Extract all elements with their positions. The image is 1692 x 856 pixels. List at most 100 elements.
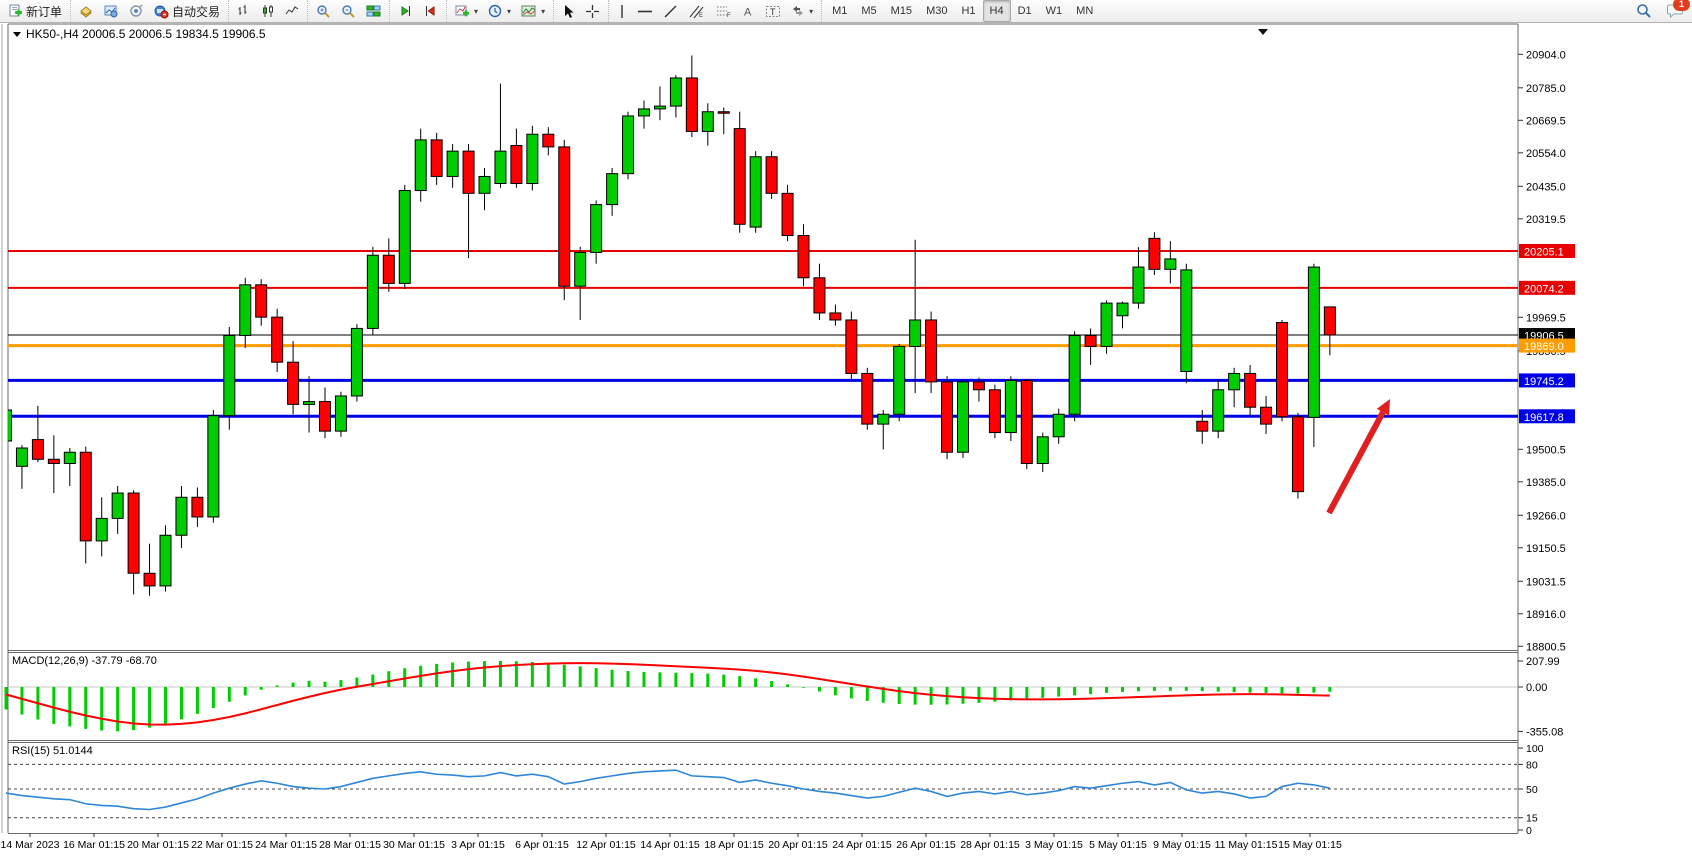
svg-text:12 Apr 01:15: 12 Apr 01:15 bbox=[576, 839, 636, 851]
zoom-in-button[interactable] bbox=[311, 0, 336, 22]
chart-shift-button[interactable] bbox=[418, 0, 443, 22]
svg-text:19745.2: 19745.2 bbox=[1524, 376, 1564, 388]
price-label-box: 19617.8 bbox=[1519, 409, 1575, 424]
periods-button[interactable]: ▾ bbox=[483, 0, 516, 22]
svg-text:22 Mar 01:15: 22 Mar 01:15 bbox=[191, 839, 253, 851]
tile-windows-icon bbox=[366, 4, 381, 19]
profile-icon bbox=[104, 4, 119, 19]
notification-badge: 1 bbox=[1673, 0, 1690, 11]
svg-text:0: 0 bbox=[1526, 825, 1532, 837]
timeframe-d1-button[interactable]: D1 bbox=[1017, 5, 1032, 17]
new-order-button[interactable]: 新订单 bbox=[3, 0, 67, 22]
svg-text:24 Apr 01:15: 24 Apr 01:15 bbox=[832, 839, 892, 851]
timeframe-m1-button[interactable]: M1 bbox=[832, 5, 848, 17]
arrows-button[interactable]: ▾ bbox=[786, 0, 818, 22]
timeframe-m30-button[interactable]: M30 bbox=[926, 5, 948, 17]
chart-area[interactable]: 20904.0 20785.0 20669.5 20554.0 20435.0 20319… bbox=[0, 22, 1692, 856]
timeframe-w1-button[interactable]: W1 bbox=[1045, 5, 1063, 17]
svg-text:3 May 01:15: 3 May 01:15 bbox=[1025, 839, 1083, 851]
tile-windows-button[interactable] bbox=[361, 0, 386, 22]
periods-caret: ▾ bbox=[507, 6, 512, 16]
svg-text:11 May 01:15: 11 May 01:15 bbox=[1215, 839, 1278, 851]
auto-scroll-button[interactable] bbox=[393, 0, 418, 22]
crosshair-icon bbox=[585, 4, 600, 19]
indicators-caret: ▾ bbox=[474, 6, 479, 16]
annotation-arrow[interactable] bbox=[1326, 399, 1390, 515]
macd-label: MACD(12,26,9) -37.79 -68.70 bbox=[12, 655, 157, 667]
profile-button[interactable] bbox=[99, 0, 124, 22]
fibonacci-icon: F bbox=[715, 4, 732, 19]
line-chart-icon bbox=[285, 4, 299, 18]
timeframe-m5-button[interactable]: M5 bbox=[861, 5, 877, 17]
price-label-box: 19869.0 bbox=[1519, 338, 1575, 353]
vline-button[interactable] bbox=[612, 0, 632, 22]
svg-text:207.99: 207.99 bbox=[1526, 656, 1560, 668]
bar-chart-button[interactable] bbox=[232, 0, 256, 22]
timeframe-h1-button[interactable]: H1 bbox=[961, 5, 976, 17]
svg-text:20904.0: 20904.0 bbox=[1526, 49, 1566, 61]
indicators-button[interactable]: ▾ bbox=[450, 0, 483, 22]
horizontal-levels[interactable] bbox=[8, 250, 1518, 418]
vline-icon bbox=[617, 4, 627, 19]
svg-text:50: 50 bbox=[1526, 784, 1538, 796]
templates-icon bbox=[521, 4, 537, 18]
chat-button[interactable]: 1 bbox=[1667, 0, 1690, 21]
text-label-icon: T bbox=[765, 4, 781, 19]
indicators-icon bbox=[455, 4, 470, 19]
trendline-button[interactable] bbox=[658, 0, 683, 22]
rsi-panel[interactable]: 100 80 50 150 RSI(15) 51.0144 bbox=[5, 743, 1544, 837]
templates-caret: ▾ bbox=[541, 6, 546, 16]
svg-text:F: F bbox=[727, 13, 731, 19]
svg-text:3 Apr 01:15: 3 Apr 01:15 bbox=[451, 839, 505, 851]
svg-text:19266.0: 19266.0 bbox=[1526, 510, 1566, 522]
rsi-label: RSI(15) 51.0144 bbox=[12, 745, 93, 757]
svg-text:E: E bbox=[699, 13, 703, 19]
timeframe-m15-button[interactable]: M15 bbox=[890, 5, 913, 17]
chart-title-text: HK50-,H4 20006.5 20006.5 19834.5 19906.5 bbox=[26, 27, 266, 41]
arrows-caret: ▾ bbox=[809, 6, 814, 16]
chart-shift-marker[interactable] bbox=[1258, 29, 1268, 35]
time-axis[interactable]: 14 Mar 2023 16 Mar 01:15 20 Mar 01:15 22 Ma… bbox=[1, 833, 1342, 851]
line-chart-button[interactable] bbox=[280, 0, 304, 22]
svg-text:19031.5: 19031.5 bbox=[1526, 576, 1566, 588]
hline-button[interactable] bbox=[632, 0, 658, 22]
macd-panel[interactable]: 207.99 0.00 -355.08 MACD(12,26,9) -37.79 -6… bbox=[4, 655, 1563, 738]
text-label-button[interactable]: T bbox=[760, 0, 786, 22]
crosshair-button[interactable] bbox=[580, 0, 605, 22]
svg-text:28 Apr 01:15: 28 Apr 01:15 bbox=[960, 839, 1020, 851]
autotrading-button[interactable]: 自动交易 bbox=[149, 0, 225, 22]
zoom-in-icon bbox=[316, 4, 331, 19]
svg-text:19869.0: 19869.0 bbox=[1524, 341, 1564, 353]
templates-button[interactable]: ▾ bbox=[516, 0, 550, 22]
zoom-out-button[interactable] bbox=[336, 0, 361, 22]
chart-shift-icon bbox=[423, 4, 438, 18]
chart-canvas[interactable]: 20904.0 20785.0 20669.5 20554.0 20435.0 20319… bbox=[0, 22, 1692, 856]
arrows-icon bbox=[791, 4, 805, 18]
svg-text:100: 100 bbox=[1526, 743, 1544, 755]
svg-text:0.00: 0.00 bbox=[1526, 682, 1547, 694]
svg-text:6 Apr 01:15: 6 Apr 01:15 bbox=[515, 839, 569, 851]
search-icon bbox=[1636, 3, 1652, 19]
channel-button[interactable]: E bbox=[683, 0, 710, 22]
text-button[interactable]: A bbox=[737, 0, 760, 22]
svg-text:14 Apr 01:15: 14 Apr 01:15 bbox=[640, 839, 700, 851]
svg-text:20 Apr 01:15: 20 Apr 01:15 bbox=[768, 839, 828, 851]
svg-text:-355.08: -355.08 bbox=[1526, 726, 1563, 738]
timeframe-h4-button[interactable]: H4 bbox=[982, 0, 1011, 22]
alerts-button[interactable] bbox=[124, 0, 149, 22]
symbols-button[interactable] bbox=[74, 0, 99, 22]
chart-frame bbox=[0, 22, 1692, 856]
svg-text:20669.5: 20669.5 bbox=[1526, 115, 1566, 127]
alerts-icon bbox=[129, 3, 144, 19]
cursor-button[interactable] bbox=[557, 0, 580, 22]
candlestick-button[interactable] bbox=[256, 0, 280, 22]
bar-chart-icon bbox=[237, 4, 251, 18]
svg-text:26 Apr 01:15: 26 Apr 01:15 bbox=[896, 839, 956, 851]
fibonacci-button[interactable]: F bbox=[710, 0, 737, 22]
main-toolbar: 新订单 自动交易 ▾ ▾ ▾ bbox=[0, 0, 1692, 23]
channel-icon: E bbox=[688, 4, 705, 19]
timeframe-mn-button[interactable]: MN bbox=[1076, 5, 1094, 17]
svg-text:19617.8: 19617.8 bbox=[1524, 412, 1564, 424]
search-button[interactable] bbox=[1631, 0, 1657, 22]
price-label-box: 20074.2 bbox=[1519, 280, 1575, 295]
